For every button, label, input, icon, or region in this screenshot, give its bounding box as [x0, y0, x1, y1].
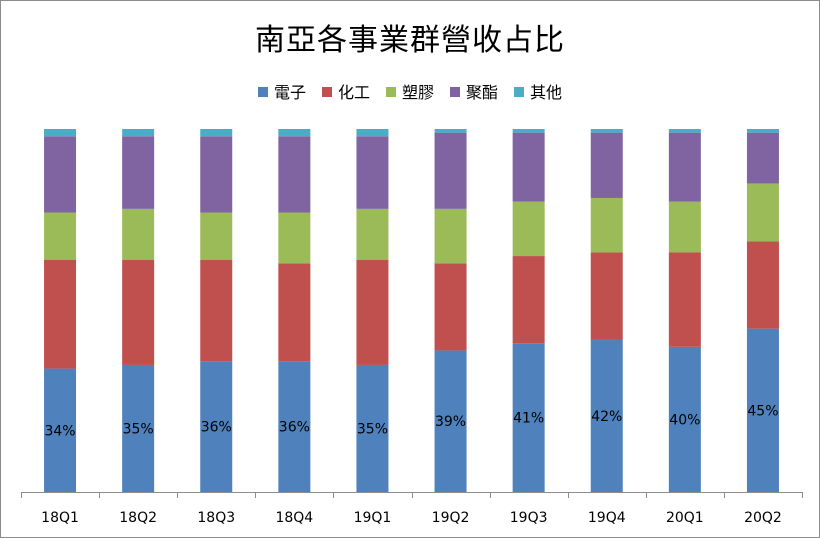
data-label: 40% [669, 412, 700, 428]
x-tick-label: 20Q1 [666, 510, 704, 526]
chart-legend: 電子 化工 塑膠 聚酯 其他 [1, 79, 819, 103]
bar-segment [590, 197, 623, 253]
bar-segment [434, 350, 467, 492]
data-label: 34% [44, 423, 75, 439]
bar-segment [746, 132, 779, 184]
bar-segment [590, 339, 623, 492]
bar-segment [746, 183, 779, 242]
legend-label: 其他 [530, 83, 563, 102]
bar-segment [746, 129, 779, 133]
bar-segment [278, 129, 311, 137]
bar-segment [200, 136, 233, 213]
bar-segment [356, 129, 389, 137]
bar-segment [356, 364, 389, 492]
legend-label: 化工 [337, 83, 370, 102]
data-label: 35% [357, 421, 388, 437]
bar-segment [278, 136, 311, 213]
bar-segment [122, 136, 155, 209]
bar-segment [434, 129, 467, 133]
data-label: 35% [123, 421, 154, 437]
bar-segment [356, 259, 389, 365]
legend-swatch [385, 87, 396, 97]
bar-segment [746, 241, 779, 329]
x-tick-label: 19Q1 [354, 510, 392, 526]
bar-segment [122, 129, 155, 137]
bar-segment [356, 208, 389, 260]
legend-item: 塑膠 [385, 79, 434, 103]
bar-segment [200, 212, 233, 260]
legend-item: 其他 [514, 79, 562, 103]
bar-segment [512, 129, 545, 133]
data-label: 36% [201, 420, 232, 436]
bar-segment [512, 201, 545, 257]
bar-segment [122, 208, 155, 260]
legend-item: 電子 [257, 79, 306, 103]
data-label: 45% [747, 403, 778, 419]
legend-item: 聚酯 [450, 79, 498, 103]
bar-segment [434, 263, 467, 351]
bar-segment [746, 328, 779, 492]
data-label: 42% [591, 409, 622, 425]
bar-segment [512, 256, 545, 344]
bar-segment [44, 212, 77, 260]
data-label: 36% [279, 420, 310, 436]
bar-segment [278, 263, 311, 362]
bar-segment [590, 252, 623, 340]
legend-item: 化工 [321, 79, 370, 103]
legend-label: 塑膠 [401, 83, 434, 102]
bar-segment [200, 129, 233, 137]
bar-segment [44, 259, 77, 369]
x-tick-label: 18Q3 [197, 510, 235, 526]
data-label: 41% [513, 411, 544, 427]
legend-label: 電子 [273, 83, 306, 102]
bar-segment [122, 259, 155, 365]
chart-title: 南亞各事業群營收占比 [255, 23, 565, 58]
bar-segment [668, 201, 701, 253]
x-tick-label: 18Q1 [41, 510, 79, 526]
data-label: 39% [435, 414, 466, 430]
bar-segment [356, 136, 389, 209]
bar-segment [200, 361, 233, 492]
x-tick-label: 18Q4 [275, 510, 313, 526]
bar-segment [44, 129, 77, 137]
x-tick-label: 19Q4 [588, 510, 626, 526]
legend-label: 聚酯 [466, 83, 499, 102]
x-tick-label: 19Q3 [510, 510, 548, 526]
bar-segment [122, 364, 155, 492]
legend-swatch [514, 87, 525, 97]
bar-segment [668, 252, 701, 347]
bar-segment [512, 132, 545, 202]
legend-swatch [321, 87, 332, 97]
bar-segment [590, 129, 623, 133]
bar-segment [200, 259, 233, 362]
bar-segment [44, 136, 77, 213]
legend-swatch [450, 87, 460, 97]
bar-segment [590, 132, 623, 198]
bar-segment [278, 361, 311, 492]
bar-segment [278, 212, 311, 264]
bar-segment [668, 132, 701, 202]
bar-segment [44, 368, 77, 492]
x-tick-label: 19Q2 [432, 510, 470, 526]
bar-segment [434, 132, 467, 209]
x-tick-label: 20Q2 [744, 510, 782, 526]
bar-segment [434, 208, 467, 264]
bar-segment [668, 129, 701, 133]
x-tick-label: 18Q2 [119, 510, 157, 526]
legend-swatch [257, 87, 268, 97]
bar-segment [512, 343, 545, 492]
bar-segment [668, 346, 701, 492]
